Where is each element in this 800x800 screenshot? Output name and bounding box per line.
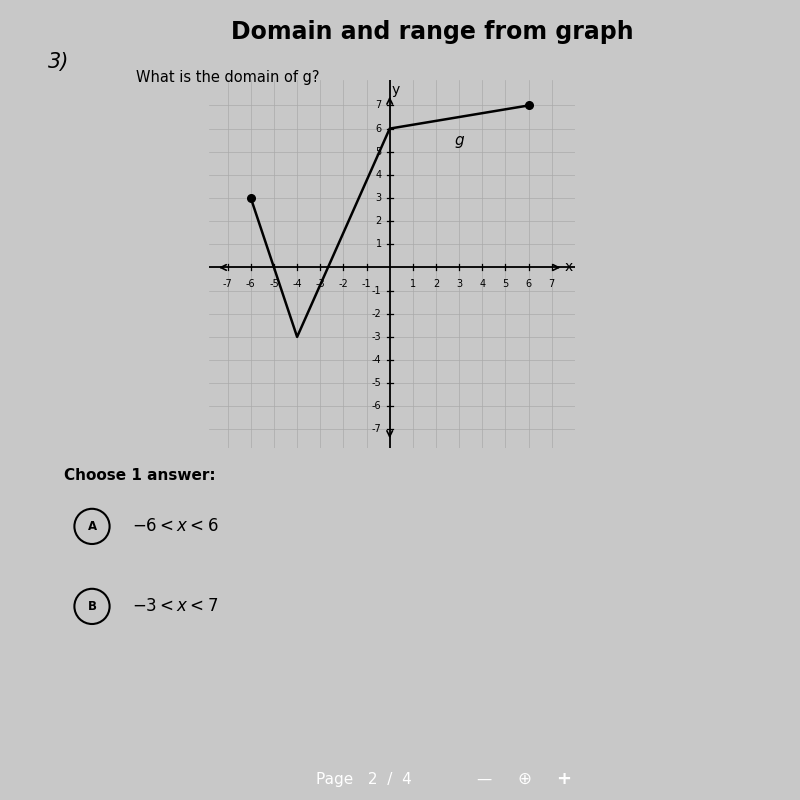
Text: 3: 3 (375, 193, 382, 203)
Text: 7: 7 (549, 279, 555, 289)
Text: +: + (557, 770, 571, 788)
Text: 6: 6 (526, 279, 532, 289)
Text: $-6 < x < 6$: $-6 < x < 6$ (132, 518, 218, 535)
Text: 3: 3 (456, 279, 462, 289)
Text: -5: -5 (269, 279, 279, 289)
Text: ⊕: ⊕ (517, 770, 531, 788)
Text: g: g (454, 133, 464, 148)
Text: 4: 4 (375, 170, 382, 180)
Text: -3: -3 (315, 279, 325, 289)
Text: 5: 5 (375, 146, 382, 157)
Text: A: A (87, 520, 97, 533)
Text: 1: 1 (375, 239, 382, 250)
Text: -1: -1 (362, 279, 371, 289)
Text: -6: -6 (246, 279, 256, 289)
Text: 1: 1 (410, 279, 416, 289)
Text: -5: -5 (372, 378, 382, 388)
Text: -4: -4 (372, 355, 382, 365)
Text: What is the domain of g?: What is the domain of g? (136, 70, 319, 86)
Text: -7: -7 (222, 279, 233, 289)
Text: —: — (476, 772, 492, 786)
Text: -2: -2 (338, 279, 348, 289)
Text: -7: -7 (372, 425, 382, 434)
Text: -2: -2 (372, 309, 382, 318)
Text: Page   2  /  4: Page 2 / 4 (316, 772, 412, 786)
Text: 7: 7 (375, 101, 382, 110)
Text: 2: 2 (433, 279, 439, 289)
Text: 6: 6 (375, 124, 382, 134)
Text: Domain and range from graph: Domain and range from graph (230, 20, 634, 44)
Text: -3: -3 (372, 332, 382, 342)
Text: x: x (565, 261, 573, 274)
Text: -1: -1 (372, 286, 382, 296)
Text: 2: 2 (375, 216, 382, 226)
Text: 4: 4 (479, 279, 486, 289)
Text: -4: -4 (292, 279, 302, 289)
Text: y: y (391, 83, 399, 98)
Text: B: B (87, 600, 97, 613)
Text: 5: 5 (502, 279, 509, 289)
Text: -6: -6 (372, 402, 382, 411)
Text: 3): 3) (48, 52, 70, 72)
Text: $-3 < x < 7$: $-3 < x < 7$ (132, 598, 218, 615)
Text: Choose 1 answer:: Choose 1 answer: (64, 468, 216, 483)
